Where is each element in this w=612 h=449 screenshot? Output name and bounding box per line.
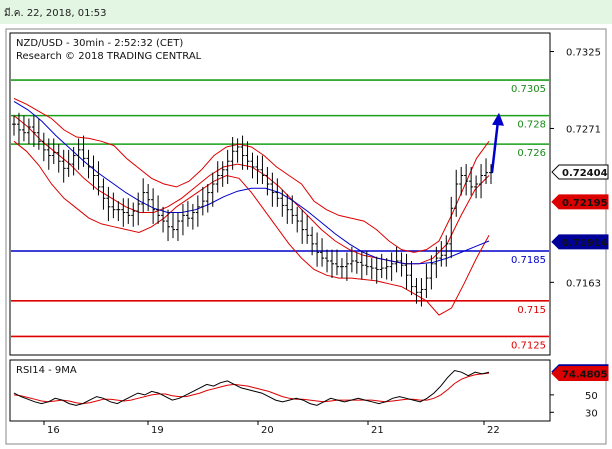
price-badge-label: 0.72404 (562, 168, 608, 179)
upper-band (13, 98, 490, 253)
level-label: 0.7125 (511, 340, 546, 351)
price-badge-shape (551, 234, 609, 250)
arrow-layer (490, 112, 504, 173)
forecast-arrow-head (492, 112, 504, 126)
price-badge-label: 0.71914 (562, 238, 608, 249)
chart-subtitle: Research © 2018 TRADING CENTRAL (16, 51, 202, 62)
price-layer (12, 112, 493, 307)
price-badge-shape (551, 194, 609, 210)
price-badge-shape (551, 164, 609, 180)
timestamp: มี.ค. 22, 2018, 01:53 (4, 8, 107, 19)
y-tick-label: 0.7271 (566, 124, 601, 135)
x-tick-label: 20 (261, 425, 274, 436)
main-panel (9, 32, 551, 356)
rsi-tick-label: 50 (585, 391, 598, 402)
rsi-panel (9, 359, 551, 422)
rsi-layer: 50 30 (13, 369, 598, 419)
level-label: 0.726 (517, 148, 546, 159)
x-tick-label: 19 (151, 425, 164, 436)
x-tick-label: 21 (371, 425, 384, 436)
rsi-title: RSI14 - 9MA (16, 365, 77, 376)
y-tick-label: 0.7325 (566, 48, 601, 59)
y-tick-label: 0.7163 (566, 278, 601, 289)
levels-layer: 0.7305 0.728 0.726 0.7185 0.715 0.7125 (11, 79, 549, 351)
y-axis: 0.7325 0.7271 0.7163 (550, 48, 601, 289)
rsi-line (13, 369, 490, 406)
rsi-tick-label: 30 (585, 408, 598, 419)
level-label: 0.728 (517, 120, 546, 131)
level-label: 0.7185 (511, 255, 546, 266)
rsi-badge-shape (551, 366, 609, 382)
level-label: 0.715 (517, 305, 546, 316)
level-label: 0.7305 (511, 84, 546, 95)
lower-band (13, 140, 490, 316)
rsi-badge-label: 74.4805 (562, 370, 608, 381)
price-badge-label: 0.72195 (562, 198, 608, 209)
forecast-arrow-shaft (490, 120, 500, 173)
chart-title: NZD/USD - 30min - 2:52:32 (CET) (16, 38, 183, 49)
x-tick-label: 16 (47, 425, 60, 436)
x-axis: 16 19 20 21 22 (43, 421, 500, 436)
x-tick-label: 22 (487, 425, 500, 436)
top-bar: มี.ค. 22, 2018, 01:53 (0, 0, 612, 24)
